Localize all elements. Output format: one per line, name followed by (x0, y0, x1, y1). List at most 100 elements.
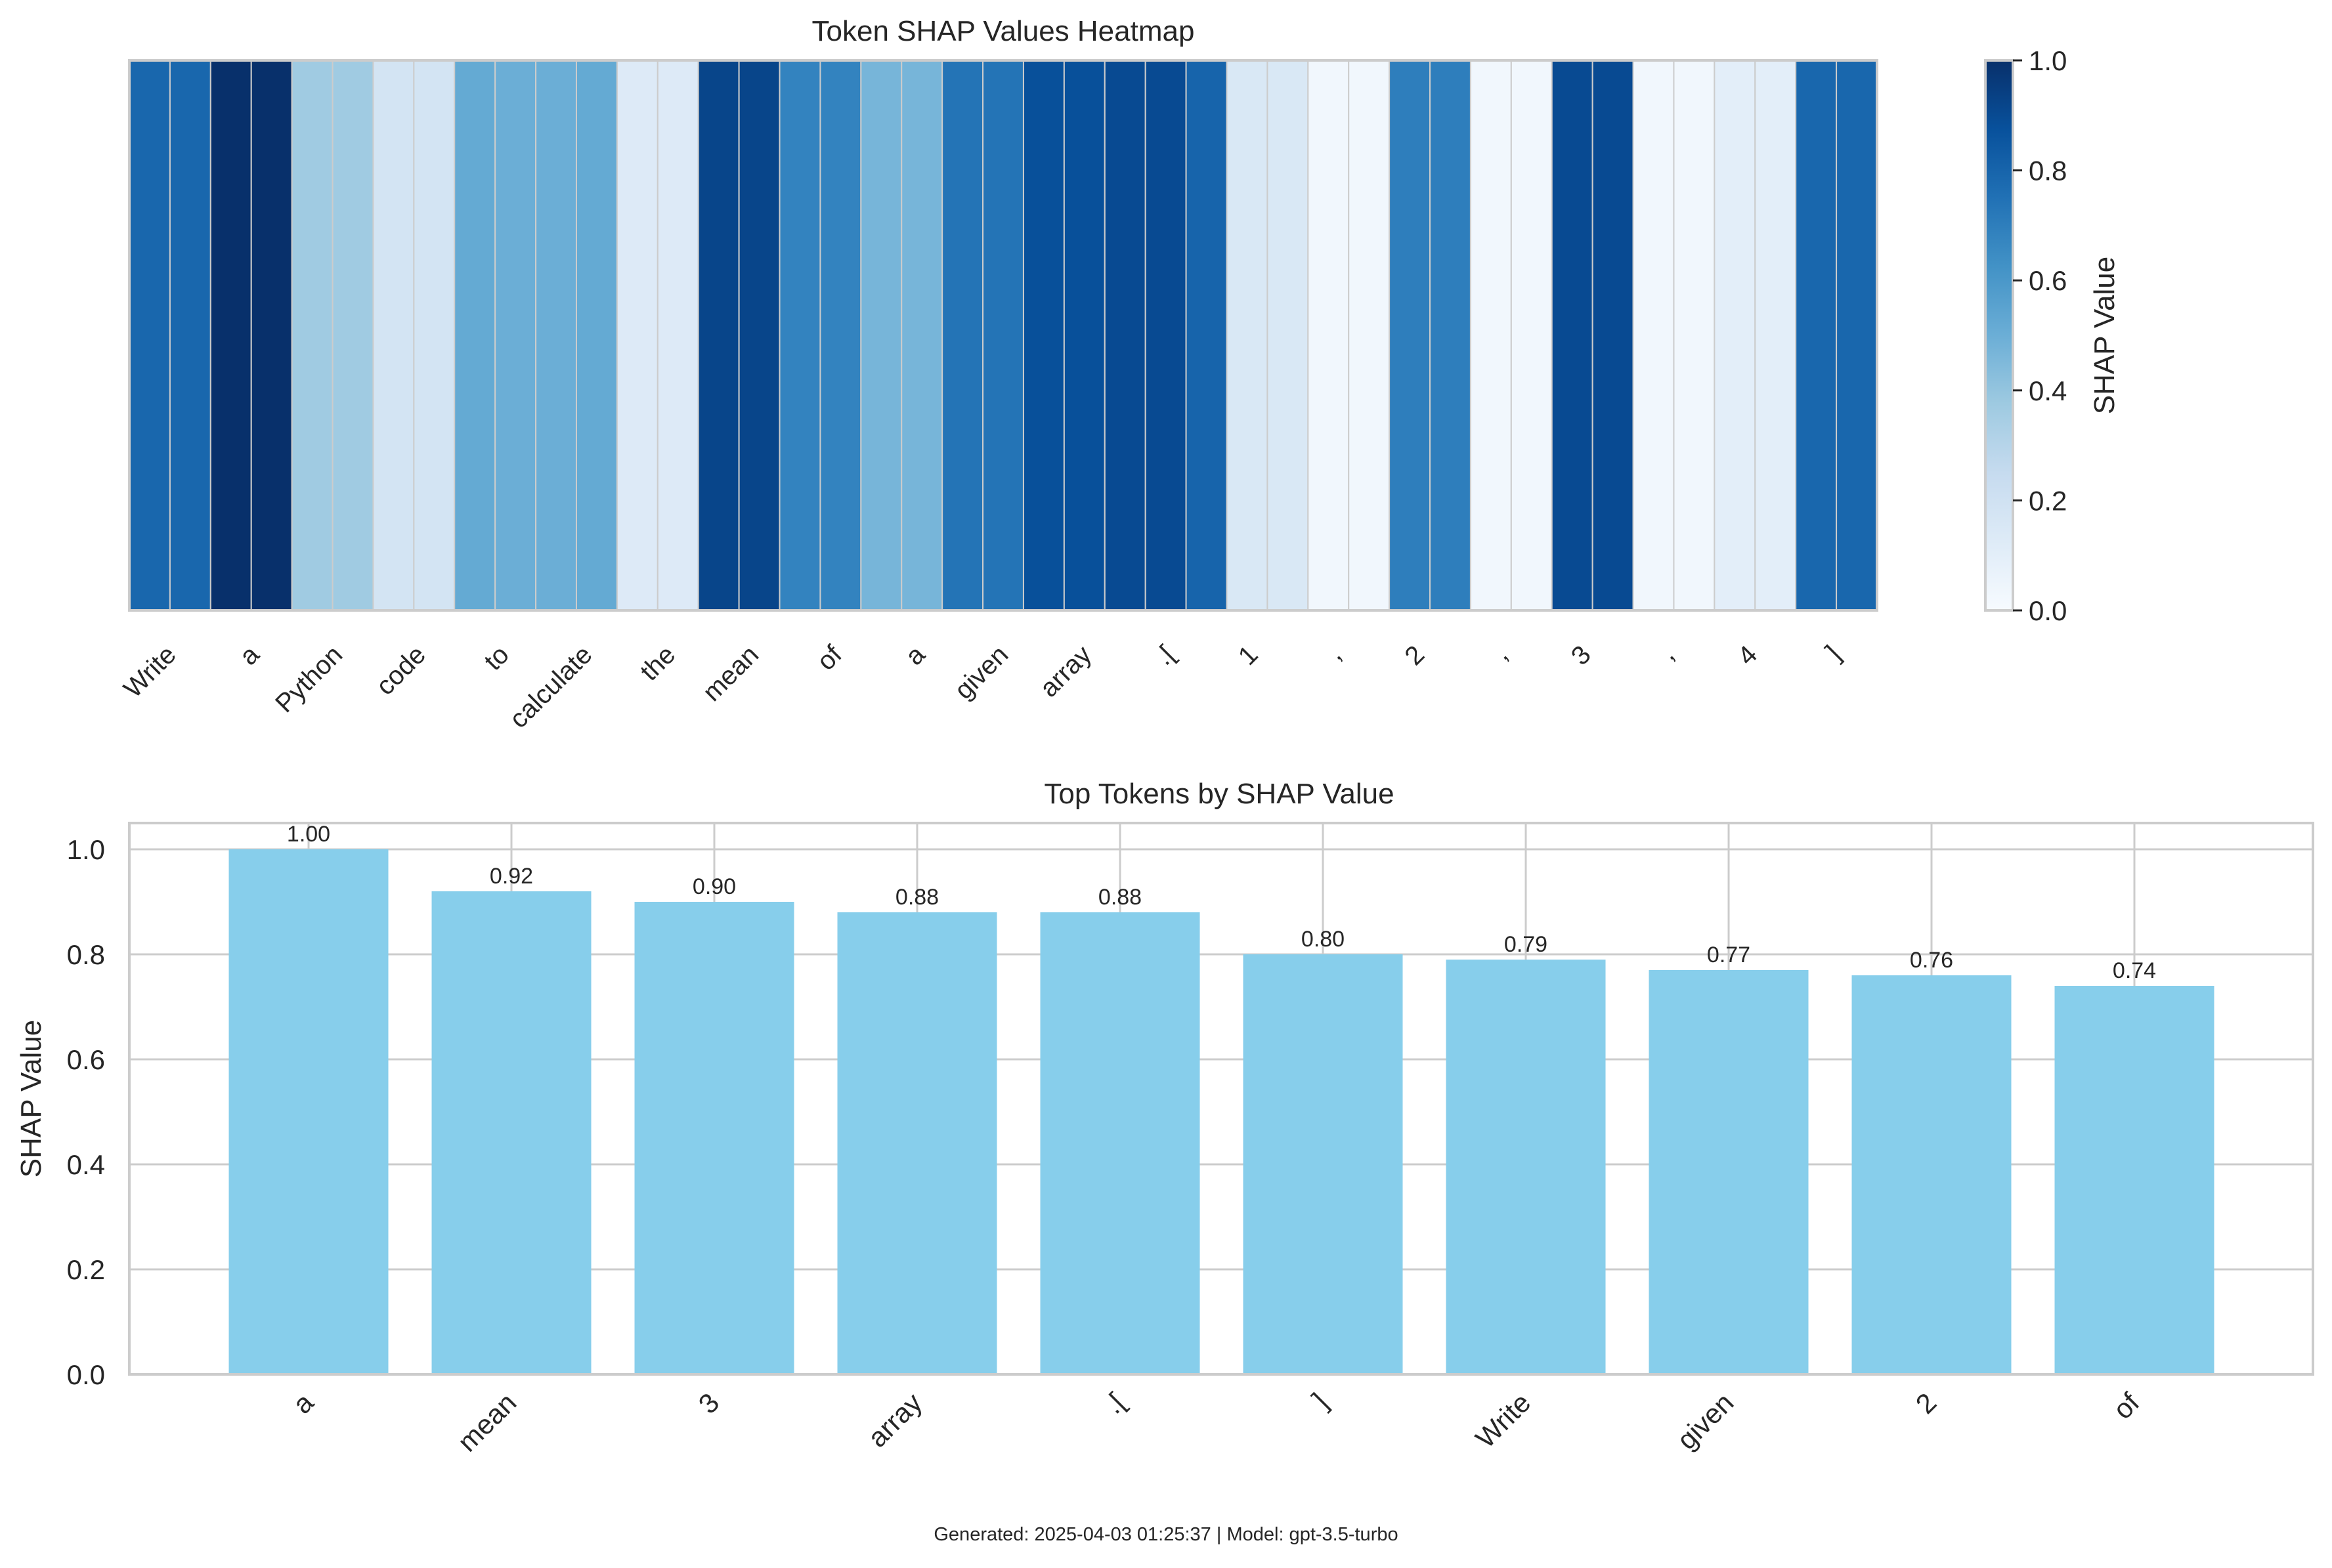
bar-chart-y-label: SHAP Value (15, 1020, 47, 1178)
heatmap-cell (1266, 60, 1309, 611)
bar-chart-title: Top Tokens by SHAP Value (1044, 778, 1394, 810)
heatmap-cell (1754, 60, 1797, 611)
bar-chart-y-ticks: 0.0 0.2 0.4 0.6 0.8 1.0 (67, 834, 105, 1390)
heatmap-tick-label: given (949, 640, 1014, 705)
heatmap-tick-label: array (1035, 640, 1098, 703)
heatmap-tick-label: a (900, 640, 931, 671)
heatmap-tick-label: mean (697, 640, 764, 707)
colorbar-tick-label: 0.2 (2029, 485, 2067, 516)
bar (1040, 912, 1200, 1374)
heatmap-cell (494, 60, 537, 611)
heatmap-cell (1226, 60, 1268, 611)
heatmap-cell (535, 60, 577, 611)
colorbar-tick-label: 1.0 (2029, 45, 2067, 76)
heatmap-tick-label: to (479, 640, 515, 676)
y-tick-label: 0.2 (67, 1254, 105, 1285)
heatmap-cell (454, 60, 496, 611)
heatmap-cell (169, 60, 211, 611)
heatmap-cell (372, 60, 415, 611)
heatmap-cell (1632, 60, 1675, 611)
heatmap-cell (941, 60, 984, 611)
heatmap-cells (129, 60, 1878, 611)
heatmap-cell (982, 60, 1024, 611)
bar-x-tick-label: array (861, 1387, 928, 1453)
bar-value-label: 0.77 (1707, 943, 1750, 967)
heatmap-cell (575, 60, 618, 611)
colorbar-label: SHAP Value (2088, 257, 2121, 415)
footer-caption: Generated: 2025-04-03 01:25:37 | Model: … (934, 1524, 1398, 1545)
heatmap-cell (1307, 60, 1350, 611)
bar-x-tick-label: mean (452, 1387, 523, 1458)
bar-x-tick-label: 3 (693, 1387, 725, 1420)
heatmap-tick-label: 1 (1233, 640, 1264, 671)
heatmap-cell (901, 60, 943, 611)
heatmap-tick-label: the (635, 640, 681, 686)
y-tick-label: 1.0 (67, 834, 105, 865)
y-tick-label: 0.4 (67, 1149, 105, 1180)
heatmap-tick-label: .[ (1150, 640, 1180, 671)
heatmap-cell (129, 60, 171, 611)
bar-x-tick-label: .[ (1098, 1387, 1131, 1420)
heatmap-cell (1144, 60, 1187, 611)
heatmap-tick-label: , (1321, 640, 1347, 666)
bar-value-label: 0.79 (1504, 932, 1547, 957)
heatmap-tick-label: of (811, 640, 848, 676)
heatmap-cell (616, 60, 659, 611)
bar (228, 849, 389, 1374)
bar (837, 912, 997, 1374)
heatmap-cell (1551, 60, 1593, 611)
heatmap-tick-label: ] (1821, 640, 1846, 666)
heatmap-cell (738, 60, 781, 611)
bar-x-tick-label: of (2107, 1387, 2145, 1425)
bars: 1.00 0.92 0.90 0.88 0.88 0.80 0.79 0.77 0.76 0.74 (228, 822, 2214, 1374)
y-tick-label: 0.0 (67, 1359, 105, 1390)
heatmap-tick-label: Write (118, 640, 182, 704)
colorbar-ticks: 0.0 0.2 0.4 0.6 0.8 1.0 (2013, 45, 2067, 626)
bar-x-tick-label: a (287, 1387, 320, 1420)
bar-value-label: 0.92 (490, 864, 533, 889)
bar (1446, 960, 1606, 1374)
heatmap-frame (128, 59, 1878, 612)
heatmap-cell (250, 60, 293, 611)
bar-x-tick-label: Write (1469, 1387, 1536, 1454)
colorbar-tick-label: 0.6 (2029, 265, 2067, 296)
heatmap-title: Token SHAP Values Heatmap (812, 15, 1195, 47)
heatmap-cell (291, 60, 334, 611)
bar (1243, 954, 1403, 1374)
heatmap-cell (1104, 60, 1146, 611)
colorbar-tick-label: 0.0 (2029, 595, 2067, 626)
colorbar-tick-label: 0.8 (2029, 156, 2067, 186)
heatmap-tick-label: 4 (1732, 640, 1763, 671)
heatmap-cell (1510, 60, 1553, 611)
bar-value-label: 0.80 (1301, 927, 1345, 952)
bar (634, 902, 794, 1374)
bar-value-label: 0.76 (1910, 948, 1953, 973)
heatmap-cell (1389, 60, 1431, 611)
heatmap-cell (1836, 60, 1878, 611)
bar-x-tick-label: given (1671, 1387, 1739, 1455)
bar-x-tick-label: 2 (1910, 1387, 1943, 1420)
heatmap-cell (413, 60, 456, 611)
bar (1649, 970, 1809, 1374)
heatmap-tick-label: , (1654, 640, 1679, 666)
heatmap-tick-label: Python (270, 640, 348, 718)
heatmap-cell (1429, 60, 1471, 611)
bar-value-label: 0.88 (1098, 885, 1142, 910)
heatmap-cell (1714, 60, 1756, 611)
bar-value-label: 0.90 (693, 874, 736, 899)
heatmap-tick-label: code (371, 640, 431, 700)
heatmap-cell (697, 60, 740, 611)
heatmap-cell (209, 60, 252, 611)
heatmap-cell (1348, 60, 1391, 611)
heatmap-cell (1063, 60, 1106, 611)
heatmap-cell (860, 60, 903, 611)
y-tick-label: 0.8 (67, 939, 105, 970)
heatmap-tick-label: calculate (504, 640, 598, 734)
colorbar (1984, 59, 2014, 612)
heatmap-tick-label: , (1488, 640, 1513, 666)
heatmap-cell (1795, 60, 1838, 611)
colorbar-tick-label: 0.4 (2029, 375, 2067, 406)
heatmap-cell (1591, 60, 1634, 611)
